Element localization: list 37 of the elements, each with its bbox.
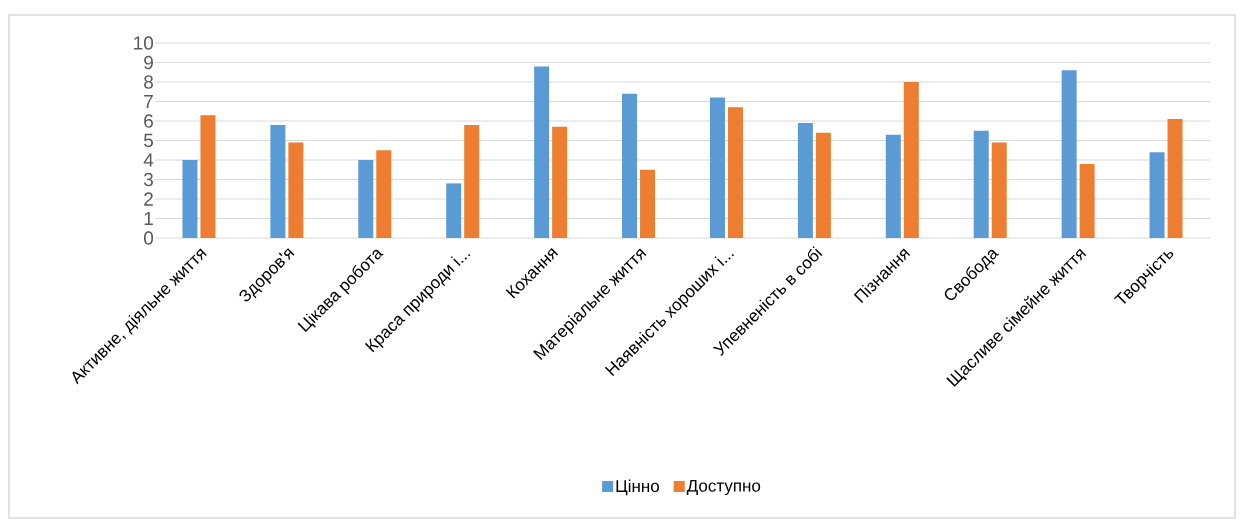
bar [1167,119,1183,238]
bar [1079,163,1095,238]
bar [622,93,638,238]
bar [991,142,1007,238]
bar [182,160,198,238]
bar [1149,152,1165,238]
bar [200,115,216,238]
y-tick-label: 1 [144,211,153,226]
y-tick-label: 9 [144,55,153,70]
bar [288,142,304,238]
y-tick-label: 10 [134,36,154,50]
bar [464,124,480,238]
bar [727,107,743,238]
y-tick-label: 6 [144,114,153,128]
bar [552,126,568,238]
y-tick-label: 5 [144,133,153,148]
y-tick-label: 0 [143,231,154,245]
bar [709,97,725,238]
bar [446,183,462,238]
legend-label: Цінно [616,479,659,496]
bar [973,130,989,238]
y-tick-label: 3 [143,172,153,187]
legend-label: Доступно [686,479,761,496]
bar [534,66,550,238]
bar [903,82,919,238]
y-tick-label: 4 [143,153,154,167]
bar [797,122,813,238]
bar [376,150,392,238]
y-tick-label: 7 [144,94,153,109]
y-tick-label: 8 [144,75,153,89]
bar [358,160,374,238]
bar [885,134,901,238]
y-tick-label: 2 [144,192,153,206]
bar [640,169,656,238]
bar [1061,70,1077,238]
bar [815,132,831,238]
bar [270,124,286,238]
